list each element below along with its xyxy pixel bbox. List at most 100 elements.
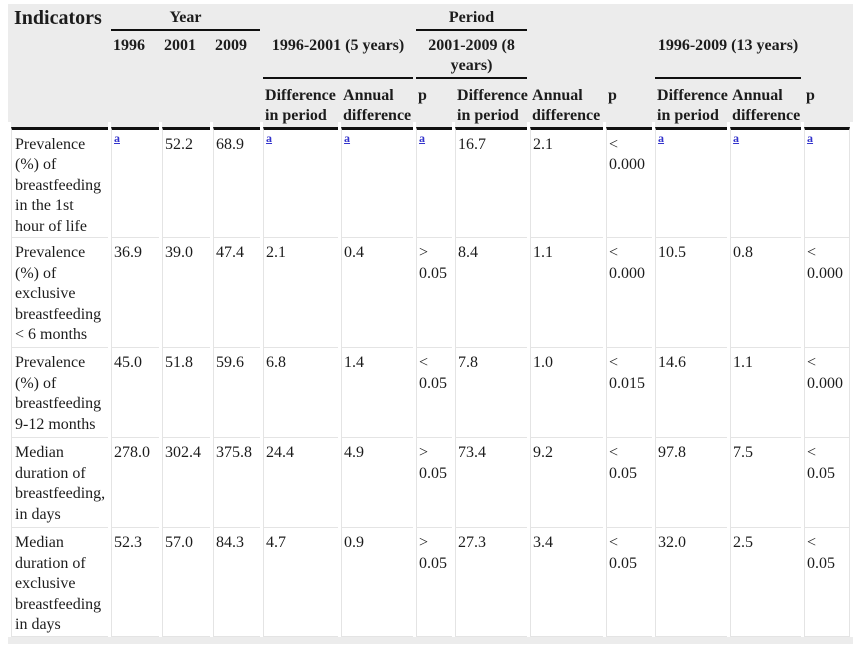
- table-cell: 1.1: [530, 238, 604, 348]
- table-cell: 39.0: [162, 238, 210, 348]
- table-cell: 27.3: [455, 528, 528, 637]
- table-cell: < 0.05: [804, 438, 851, 528]
- table-cell: 7.5: [730, 438, 802, 528]
- table-cell: < 0.000: [606, 126, 653, 238]
- table-cell: a: [730, 126, 802, 238]
- table-row: Prevalence (%) of breastfeeding 9-12 mon…: [11, 348, 851, 438]
- table-cell: > 0.05: [416, 528, 453, 637]
- table-cell: > 0.05: [416, 438, 453, 528]
- col-header-2001: 2001: [162, 30, 210, 79]
- table-cell: 8.4: [455, 238, 528, 348]
- footnote-sup: a: [344, 130, 350, 145]
- header-spacer: [530, 30, 653, 79]
- footnote-link-a[interactable]: a: [733, 131, 740, 146]
- table-cell: < 0.05: [804, 528, 851, 637]
- header-spacer: [804, 30, 851, 79]
- col-header-indicators: Indicators: [11, 4, 108, 127]
- footnote-sup: a: [114, 130, 120, 145]
- table-cell: 10.5: [655, 238, 728, 348]
- row-label: Prevalence (%) of exclusive breastfeedin…: [11, 238, 108, 348]
- footnote-sup: a: [419, 130, 425, 145]
- indicators-table: Indicators Year Period 1996 2001 2009 19…: [8, 4, 854, 644]
- table-row: Prevalence (%) of breastfeeding in the 1…: [11, 126, 851, 238]
- table-cell: 57.0: [162, 528, 210, 637]
- table-cell: < 0.05: [416, 348, 453, 438]
- col-header-2009: 2009: [213, 30, 261, 79]
- row-label: Median duration of exclusive breastfeedi…: [11, 528, 108, 637]
- table-cell: 6.8: [263, 348, 339, 438]
- table-cell: 84.3: [213, 528, 261, 637]
- table-cell: 1.1: [730, 348, 802, 438]
- footnote-link-a[interactable]: a: [807, 131, 814, 146]
- table-cell: 52.3: [111, 528, 159, 637]
- table-cell: a: [655, 126, 728, 238]
- table-cell: 32.0: [655, 528, 728, 637]
- footnote-link-a[interactable]: a: [266, 131, 273, 146]
- table-cell: 47.4: [213, 238, 261, 348]
- header-spacer: [162, 78, 210, 127]
- table-cell: a: [416, 126, 453, 238]
- table-cell: 1.4: [341, 348, 414, 438]
- table-cell: 16.7: [455, 126, 528, 238]
- col-header-p: p: [606, 78, 653, 127]
- table-cell: < 0.05: [606, 438, 653, 528]
- table-row: Prevalence (%) of exclusive breastfeedin…: [11, 238, 851, 348]
- row-label: Median duration of breastfeeding, in day…: [11, 438, 108, 528]
- footnote-sup: a: [807, 130, 813, 145]
- table-cell: 7.8: [455, 348, 528, 438]
- table-cell: 51.8: [162, 348, 210, 438]
- table-cell: 1.0: [530, 348, 604, 438]
- table-cell: < 0.000: [804, 238, 851, 348]
- table-cell: > 0.05: [416, 238, 453, 348]
- table-cell: 59.6: [213, 348, 261, 438]
- table-cell: 0.9: [341, 528, 414, 637]
- group-header-year: Year: [111, 4, 261, 31]
- group-header-1996-2001: 1996-2001 (5 years): [263, 30, 414, 79]
- table-cell: 2.5: [730, 528, 802, 637]
- table-row: Median duration of breastfeeding, in day…: [11, 438, 851, 528]
- group-header-1996-2009: 1996-2009 (13 years): [655, 30, 802, 79]
- table-cell: 278.0: [111, 438, 159, 528]
- table-cell: a: [804, 126, 851, 238]
- footnote-sup: a: [733, 130, 739, 145]
- header-spacer: [263, 4, 414, 31]
- table-cell: 0.4: [341, 238, 414, 348]
- footnote-link-a[interactable]: a: [658, 131, 665, 146]
- table-cell: a: [111, 126, 159, 238]
- table-cell: 4.9: [341, 438, 414, 528]
- footnote-link-a[interactable]: a: [344, 131, 351, 146]
- table-cell: 97.8: [655, 438, 728, 528]
- footnote-link-a[interactable]: a: [419, 131, 426, 146]
- table-row: Median duration of exclusive breastfeedi…: [11, 528, 851, 637]
- footnote-link-a[interactable]: a: [114, 131, 120, 146]
- table-cell: < 0.000: [804, 348, 851, 438]
- table-cell: 36.9: [111, 238, 159, 348]
- group-header-period: Period: [416, 4, 528, 31]
- col-header-annual-difference: Annual difference: [530, 78, 604, 127]
- col-header-1996: 1996: [111, 30, 159, 79]
- table-cell: 45.0: [111, 348, 159, 438]
- col-header-p: p: [804, 78, 851, 127]
- table-cell: 73.4: [455, 438, 528, 528]
- table-cell: 2.1: [530, 126, 604, 238]
- header-spacer: [111, 78, 159, 127]
- table-cell: < 0.015: [606, 348, 653, 438]
- table-cell: a: [341, 126, 414, 238]
- table-cell: 0.8: [730, 238, 802, 348]
- table-cell: 3.4: [530, 528, 604, 637]
- table-cell: 52.2: [162, 126, 210, 238]
- table-cell: 4.7: [263, 528, 339, 637]
- row-label: Prevalence (%) of breastfeeding in the 1…: [11, 126, 108, 238]
- table-cell: a: [263, 126, 339, 238]
- table-cell: 68.9: [213, 126, 261, 238]
- table-cell: < 0.000: [606, 238, 653, 348]
- header-spacer: [530, 4, 851, 31]
- col-header-annual-difference: Annual difference: [730, 78, 802, 127]
- footnote-sup: a: [658, 130, 664, 145]
- col-header-p: p: [416, 78, 453, 127]
- header-spacer: [213, 78, 261, 127]
- table-cell: 24.4: [263, 438, 339, 528]
- table-cell: 302.4: [162, 438, 210, 528]
- group-header-2001-2009: 2001-2009 (8 years): [416, 30, 528, 79]
